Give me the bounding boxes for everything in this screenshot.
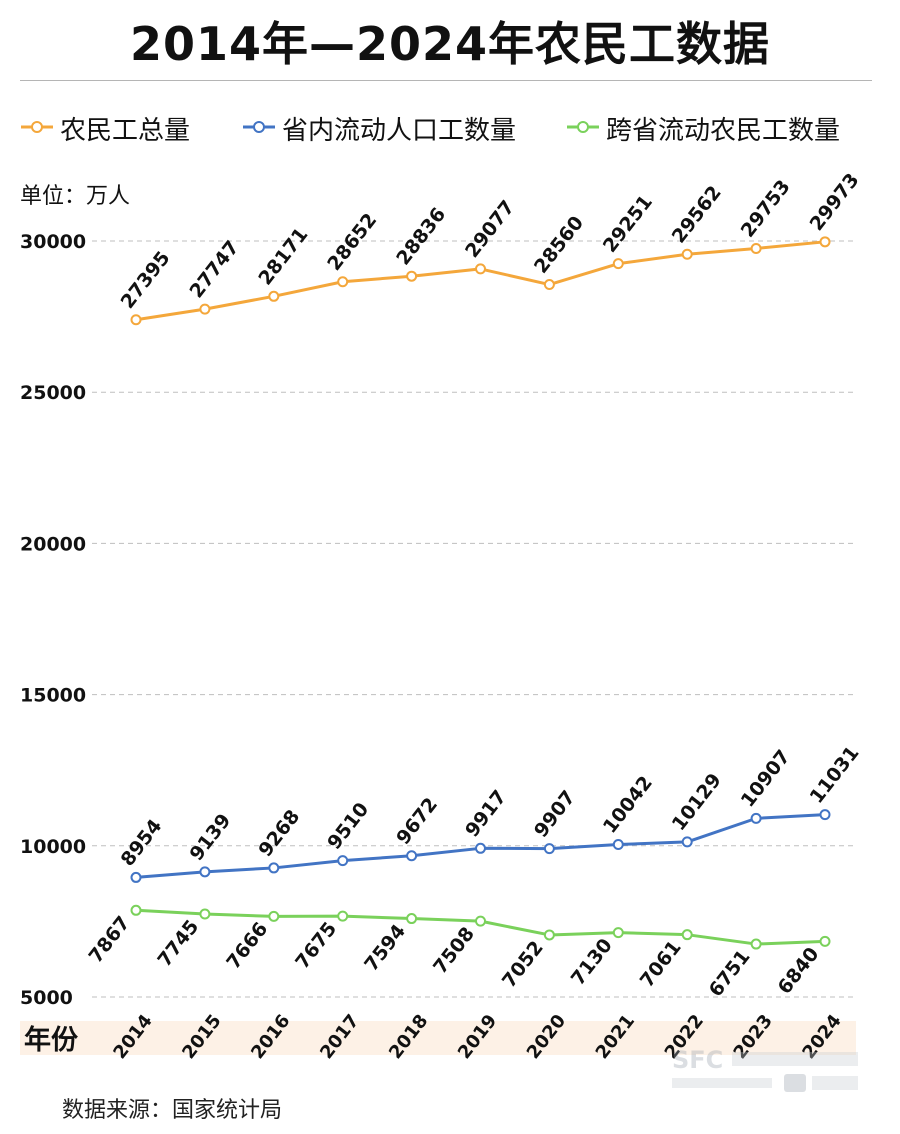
- data-label-total: 29251: [599, 191, 657, 257]
- data-label-total: 29077: [461, 196, 519, 262]
- data-label-in_province: 9268: [254, 806, 304, 861]
- data-point-total: [406, 270, 418, 282]
- data-point-in_province: [681, 836, 693, 848]
- data-label-in_province: 9139: [186, 810, 236, 865]
- data-point-cross_province: [819, 935, 831, 947]
- data-point-cross_province: [475, 915, 486, 927]
- watermark-logo: SFC: [672, 1046, 858, 1092]
- data-point-in_province: [130, 871, 142, 883]
- data-label-in_province: 10129: [668, 769, 726, 835]
- data-label-total: 29562: [668, 182, 726, 248]
- y-tick-label: 10000: [20, 836, 86, 858]
- data-label-cross_province: 7594: [360, 920, 410, 975]
- data-point-total: [199, 303, 211, 315]
- data-label-in_province: 9907: [530, 786, 580, 841]
- data-label-total: 29753: [737, 176, 795, 242]
- y-tick-label: 5000: [20, 987, 73, 1009]
- legend-label-total: 农民工总量: [60, 116, 191, 146]
- svg-text:SFC: SFC: [672, 1046, 723, 1074]
- legend: 农民工总量 省内流动人口工数量 跨省流动农民工数量: [20, 108, 890, 148]
- data-label-total: 28560: [530, 212, 588, 278]
- data-point-total: [130, 314, 142, 326]
- legend-swatch-cross-province: [567, 121, 599, 133]
- data-point-cross_province: [130, 904, 142, 916]
- legend-swatch-total: [21, 121, 53, 133]
- data-point-cross_province: [199, 908, 211, 920]
- x-axis-band: [20, 1021, 856, 1055]
- data-point-in_province: [406, 850, 418, 862]
- chart-title: 2014年—2024年农民工数据: [129, 17, 771, 71]
- data-label-total: 28836: [392, 204, 450, 270]
- data-point-total: [681, 248, 693, 260]
- data-point-total: [475, 263, 486, 275]
- y-tick-label: 30000: [20, 231, 86, 253]
- legend-label-in-province: 省内流动人口工数量: [282, 116, 517, 146]
- data-point-in_province: [475, 842, 486, 854]
- data-point-cross_province: [750, 938, 762, 950]
- data-point-in_province: [337, 855, 349, 867]
- data-label-cross_province: 7052: [498, 937, 548, 992]
- data-point-cross_province: [268, 910, 280, 922]
- data-label-in_province: 9672: [392, 794, 442, 849]
- x-axis-title: 年份: [24, 1024, 78, 1056]
- title-divider: [20, 80, 872, 81]
- data-label-total: 29973: [806, 169, 864, 235]
- data-point-total: [543, 279, 555, 291]
- data-point-cross_province: [337, 910, 349, 922]
- data-label-cross_province: 6751: [705, 946, 755, 1001]
- data-point-in_province: [612, 839, 624, 851]
- data-label-cross_province: 7508: [429, 923, 479, 978]
- y-tick-label: 15000: [20, 685, 86, 707]
- unit-label: 单位：万人: [20, 184, 131, 209]
- data-point-in_province: [199, 866, 211, 878]
- data-point-cross_province: [612, 927, 624, 939]
- data-label-cross_province: 7130: [567, 934, 617, 989]
- data-point-in_province: [268, 862, 280, 874]
- y-tick-label: 25000: [20, 382, 86, 404]
- y-tick-label: 20000: [20, 533, 86, 555]
- data-point-cross_province: [681, 929, 693, 941]
- data-label-in_province: 8954: [117, 815, 167, 870]
- data-label-cross_province: 7061: [636, 937, 686, 992]
- data-label-in_province: 10042: [599, 772, 657, 838]
- data-point-total: [268, 290, 280, 302]
- data-point-cross_province: [543, 929, 555, 941]
- data-label-total: 28171: [254, 224, 312, 290]
- data-label-in_province: 10907: [737, 746, 795, 812]
- data-label-in_province: 9917: [461, 786, 511, 841]
- data-point-in_province: [819, 809, 831, 821]
- data-point-total: [612, 258, 624, 270]
- data-source: 数据来源：国家统计局: [62, 1098, 283, 1123]
- data-label-total: 27395: [117, 247, 175, 313]
- data-label-cross_province: 7675: [291, 918, 341, 973]
- data-label-cross_province: 7666: [222, 918, 272, 973]
- legend-label-cross-province: 跨省流动农民工数量: [606, 116, 841, 146]
- data-label-total: 28652: [323, 209, 381, 275]
- data-label-cross_province: 7745: [154, 916, 204, 971]
- data-point-in_province: [750, 812, 762, 824]
- data-label-cross_province: 6840: [774, 943, 824, 998]
- data-point-in_province: [543, 843, 555, 855]
- data-label-cross_province: 7867: [85, 912, 135, 967]
- legend-swatch-in-province: [243, 121, 275, 133]
- data-label-total: 27747: [186, 237, 244, 303]
- data-point-total: [819, 236, 831, 248]
- data-point-total: [750, 242, 762, 254]
- data-label-in_province: 11031: [806, 742, 864, 808]
- data-point-total: [337, 276, 349, 288]
- data-point-cross_province: [406, 913, 418, 925]
